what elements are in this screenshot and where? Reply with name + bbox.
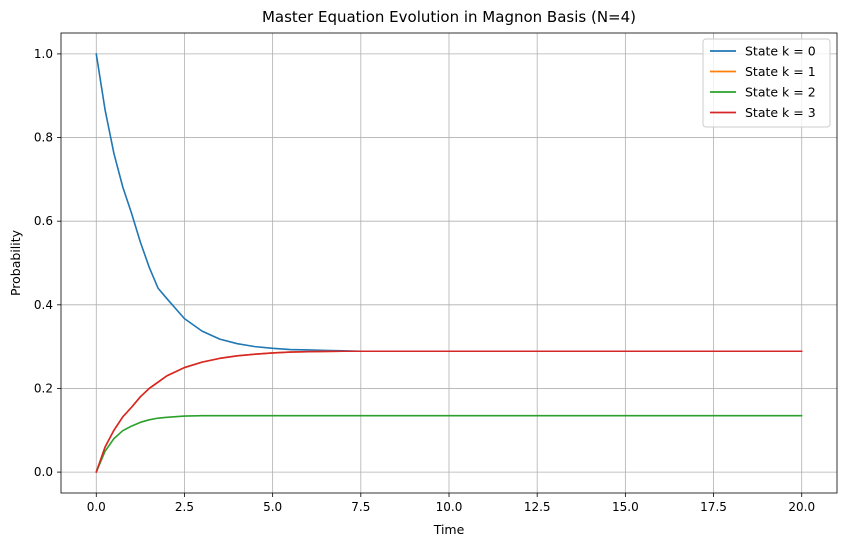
x-tick-label: 5.0 [263,500,282,514]
x-tick-label: 0.0 [87,500,106,514]
series-line-k2 [95,414,803,473]
y-axis-label: Probability [8,229,23,296]
legend-label-k0: State k = 0 [745,44,816,59]
x-axis-label: Time [433,522,465,537]
y-tick-label: 0.4 [34,298,53,312]
chart-title: Master Equation Evolution in Magnon Basi… [262,8,636,26]
x-tick-label: 2.5 [175,500,194,514]
y-tick-label: 0.0 [34,465,53,479]
y-tick-label: 1.0 [34,47,53,61]
x-tick-label: 17.5 [700,500,727,514]
legend-label-k1: State k = 1 [745,64,816,79]
series-line-k3 [95,350,803,473]
y-tick-label: 0.2 [34,381,53,395]
legend-label-k2: State k = 2 [745,85,816,100]
series-lines [95,53,803,473]
x-tick-label: 15.0 [612,500,639,514]
legend: State k = 0 State k = 1 State k = 2 State k… [702,38,831,128]
legend-label-k3: State k = 3 [745,105,816,120]
x-tick-label: 12.5 [524,500,551,514]
axis-ticks: 0.0 2.5 5.0 7.5 10.0 12.5 15.0 17.5 20.0 0.0 0.2 0.… [34,47,815,514]
y-tick-label: 0.6 [34,214,53,228]
y-tick-label: 0.8 [34,131,53,145]
x-tick-label: 7.5 [351,500,370,514]
x-tick-label: 20.0 [788,500,815,514]
x-tick-label: 10.0 [436,500,463,514]
legend-box [702,38,831,128]
